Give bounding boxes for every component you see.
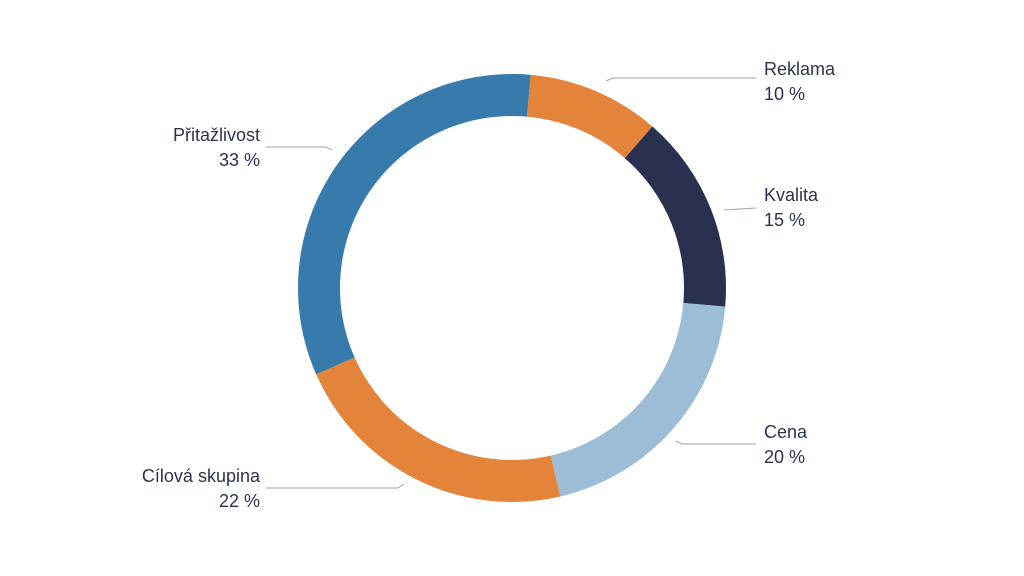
- slice-label-kvalita: Kvalita: [764, 185, 819, 205]
- slice-value-reklama: 10 %: [764, 84, 805, 104]
- slice-label-pritazlivost: Přitažlivost: [173, 125, 260, 145]
- slice-pritazlivost: [298, 73, 531, 375]
- leader-line-cena: [675, 440, 756, 445]
- slice-value-cena: 20 %: [764, 447, 805, 467]
- leader-line-pritazlivost: [266, 146, 333, 151]
- slice-reklama: [526, 74, 653, 159]
- slice-value-pritazlivost: 33 %: [219, 150, 260, 170]
- slice-value-cilova-skupina: 22 %: [219, 491, 260, 511]
- leader-line-cilova-skupina: [266, 483, 405, 489]
- slice-label-cena: Cena: [764, 422, 808, 442]
- slice-value-kvalita: 15 %: [764, 210, 805, 230]
- slice-cena: [550, 302, 726, 497]
- donut-slices: [298, 73, 726, 502]
- slice-cilova-skupina: [316, 357, 561, 502]
- slice-label-cilova-skupina: Cílová skupina: [142, 466, 261, 486]
- slice-label-reklama: Reklama: [764, 59, 836, 79]
- leader-line-kvalita: [723, 207, 757, 211]
- leader-line-reklama: [605, 77, 756, 82]
- slice-kvalita: [624, 126, 726, 307]
- slice-labels: Reklama 10 % Kvalita 15 % Cena 20 % Cílová sku…: [142, 59, 836, 511]
